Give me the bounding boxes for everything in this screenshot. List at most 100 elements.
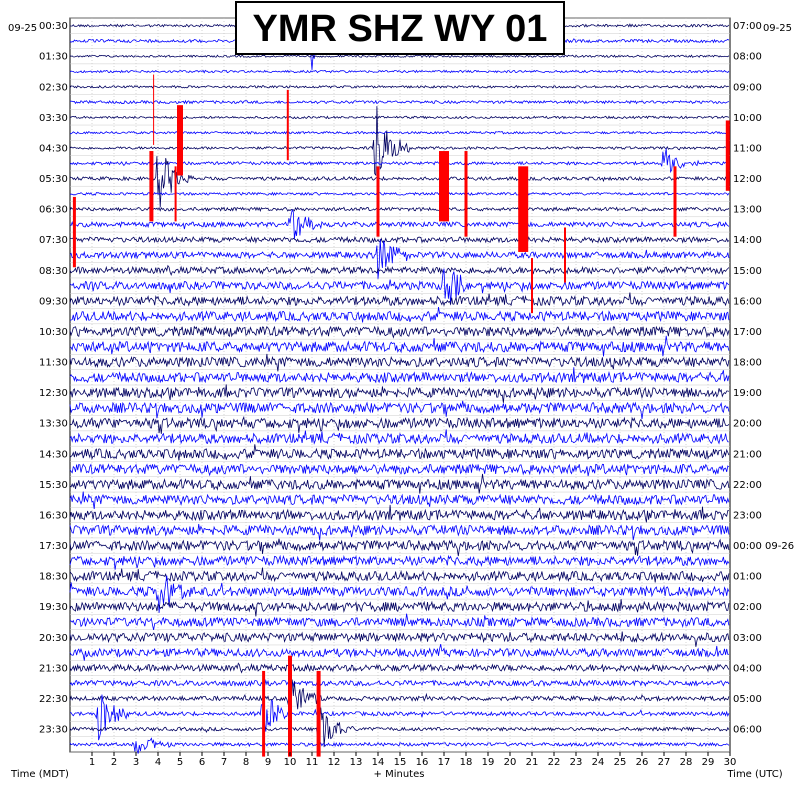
trace-row <box>69 644 729 661</box>
left-time-axis: 00:30 01:30 02:30 03:30 04:30 05:30 06:30 07:30… <box>39 21 68 735</box>
trace-row <box>69 353 730 372</box>
right-axis-label: Time (UTC) <box>726 769 782 780</box>
left-tick-label: 10:30 <box>39 327 68 338</box>
left-tick-label: 02:30 <box>39 82 68 93</box>
right-tick-label: 10:00 <box>733 113 762 124</box>
right-tick-label: 02:00 <box>733 602 762 613</box>
x-tick-label: 15 <box>394 757 407 768</box>
right-tick-label: 21:00 <box>733 449 762 460</box>
right-tick-label: 23:00 <box>733 510 762 521</box>
time-grid <box>70 17 730 753</box>
right-tick-label: 13:00 <box>733 205 762 216</box>
left-tick-label: 22:30 <box>39 694 68 705</box>
x-tick-label: 22 <box>548 757 561 768</box>
clip-marker <box>286 89 289 161</box>
trace-row <box>69 204 730 212</box>
right-tick-label: 20:00 <box>733 419 762 430</box>
right-tick-label: 16:00 <box>733 296 762 307</box>
trace-row <box>69 429 729 445</box>
trace-row <box>69 235 730 244</box>
clip-marker <box>673 166 677 237</box>
trace-row <box>69 268 730 305</box>
right-tick-label: 08:00 <box>733 52 762 63</box>
clip-marker <box>464 151 468 237</box>
right-tick-label: 07:00 <box>733 21 762 32</box>
right-tick-label: 15:00 <box>733 266 762 277</box>
right-tick-label: 22:00 <box>733 480 762 491</box>
trace-row <box>69 567 730 583</box>
clip-marker <box>564 227 566 283</box>
trace-row <box>69 678 730 688</box>
right-tick-label: 14:00 <box>733 235 762 246</box>
left-tick-label: 01:30 <box>39 52 68 63</box>
trace-row <box>69 538 730 557</box>
clip-marker <box>439 151 449 222</box>
trace-row <box>69 264 730 277</box>
left-date-label: 09-25 <box>8 23 37 34</box>
clip-marker <box>153 74 155 145</box>
x-axis-label: + Minutes <box>374 769 425 780</box>
x-tick-label: 17 <box>438 757 451 768</box>
x-tick-label: 26 <box>636 757 649 768</box>
x-tick-label: 9 <box>265 757 271 768</box>
trace-row <box>69 292 730 307</box>
x-tick-label: 19 <box>482 757 495 768</box>
x-tick-label: 14 <box>372 757 385 768</box>
left-tick-label: 09:30 <box>39 296 68 307</box>
left-tick-label: 12:30 <box>39 388 68 399</box>
right-tick-label: 17:00 <box>733 327 762 338</box>
clip-marker <box>725 120 730 191</box>
left-tick-label: 17:30 <box>39 541 68 552</box>
x-tick-label: 8 <box>243 757 249 768</box>
x-tick-label: 23 <box>570 757 583 768</box>
clip-marker <box>174 166 177 222</box>
clip-marker <box>531 258 533 314</box>
clip-marker <box>72 196 76 268</box>
x-tick-label: 16 <box>416 757 429 768</box>
x-tick-label: 5 <box>177 757 183 768</box>
x-tick-label: 20 <box>504 757 517 768</box>
x-tick-label: 2 <box>111 757 117 768</box>
right-tick-label: 18:00 <box>733 358 762 369</box>
left-tick-label: 07:30 <box>39 235 68 246</box>
right-time-axis: 07:00 08:00 09:00 10:00 11:00 12:00 13:00 14:00… <box>733 21 794 735</box>
trace-row <box>69 384 730 403</box>
clip-marker <box>288 655 292 757</box>
right-tick-label: 12:00 <box>733 174 762 185</box>
x-tick-label: 25 <box>614 757 627 768</box>
trace-row <box>69 575 730 613</box>
left-tick-label: 14:30 <box>39 449 68 460</box>
trace-row <box>69 613 730 630</box>
x-tick-label: 4 <box>155 757 161 768</box>
left-tick-label: 23:30 <box>39 725 68 736</box>
left-tick-label: 16:30 <box>39 510 68 521</box>
trace-row <box>69 415 730 434</box>
right-tick-label: 19:00 <box>733 388 762 399</box>
clip-marker <box>316 670 321 757</box>
trace-row <box>69 662 730 674</box>
clip-marker <box>149 151 154 222</box>
trace-row <box>69 504 729 523</box>
x-tick-label: 7 <box>221 757 227 768</box>
trace-row <box>69 444 730 461</box>
left-tick-label: 21:30 <box>39 663 68 674</box>
right-tick-label: 05:00 <box>733 694 762 705</box>
x-tick-label: 1 <box>89 757 95 768</box>
right-tick-label: 11:00 <box>733 143 762 154</box>
clip-marker <box>518 166 529 252</box>
x-tick-label: 21 <box>526 757 539 768</box>
trace-row <box>69 679 730 711</box>
left-tick-label: 06:30 <box>39 205 68 216</box>
trace-row <box>69 99 730 105</box>
title-box: YMR SHZ WY 01 <box>235 1 565 55</box>
left-axis-label: Time (MDT) <box>10 769 69 780</box>
minutes-axis: 1 2 3 4 5 6 7 8 9 10 11 12 13 14 15 16 17 18 19 20 21 22 23 24 2… <box>89 752 736 768</box>
trace-row <box>69 84 730 89</box>
x-tick-label: 10 <box>284 757 297 768</box>
left-tick-label: 11:30 <box>39 358 68 369</box>
trace-row <box>69 473 730 494</box>
x-tick-label: 13 <box>350 757 363 768</box>
right-tick-label: 04:00 <box>733 663 762 674</box>
x-tick-label: 18 <box>460 757 473 768</box>
right-tick-label: 06:00 <box>733 725 762 736</box>
